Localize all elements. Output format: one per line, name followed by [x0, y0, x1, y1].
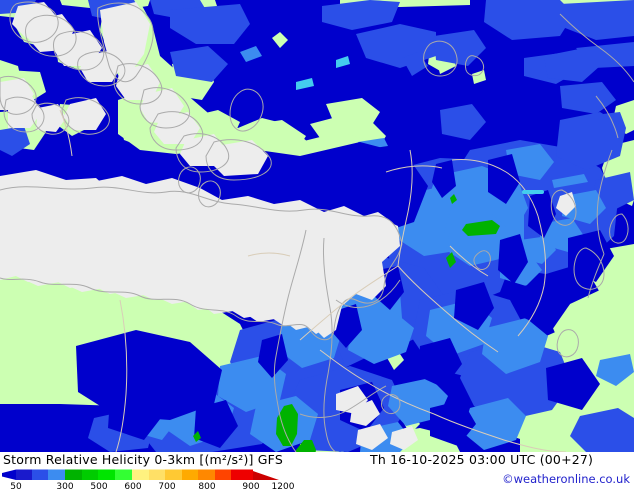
- colorbar-swatch[interactable]: [215, 469, 231, 481]
- colorbar-swatch[interactable]: [149, 469, 165, 481]
- coastlines: [0, 1, 634, 452]
- colorbar-tick-label: 300: [56, 482, 73, 490]
- colorbar-swatch[interactable]: [198, 469, 215, 481]
- title-row: Storm Relative Helicity 0-3km [(m²/s²)] …: [0, 452, 634, 468]
- colorbar-tick-label: 900: [242, 482, 259, 490]
- colorbar-swatch[interactable]: [115, 469, 132, 481]
- colorbar-tick-label: 500: [90, 482, 107, 490]
- colorbar-tick-label: 1200: [272, 482, 295, 490]
- terrain-mask: [0, 2, 576, 450]
- footer-bar: Storm Relative Helicity 0-3km [(m²/s²)] …: [0, 452, 634, 490]
- colorbar-swatch[interactable]: [165, 469, 182, 481]
- colorbar-tick-label: 800: [198, 482, 215, 490]
- colorbar-svg[interactable]: 50 300 500 600 700 800 900 1200: [0, 469, 300, 490]
- colorbar-overflow-arrow: [253, 471, 279, 480]
- map-panel[interactable]: [0, 0, 634, 452]
- colorbar-swatch[interactable]: [16, 469, 32, 481]
- colorbar[interactable]: 50 300 500 600 700 800 900 1200: [0, 469, 300, 490]
- colorbar-tick-label: 700: [158, 482, 175, 490]
- colorbar-underflow-arrow: [2, 469, 16, 480]
- colorbar-swatch[interactable]: [65, 469, 82, 481]
- field-dark-green-max: [193, 194, 500, 452]
- colorbar-tick-label: 50: [10, 482, 22, 490]
- colorbar-swatch[interactable]: [98, 469, 115, 481]
- colorbar-swatch[interactable]: [182, 469, 198, 481]
- colorbar-swatch[interactable]: [32, 469, 48, 481]
- colorbar-swatch[interactable]: [132, 469, 149, 481]
- field-streaks: [296, 56, 544, 194]
- colorbar-tick-label: 600: [124, 482, 141, 490]
- valid-time-label: Th 16-10-2025 03:00 UTC (00+27): [370, 452, 594, 467]
- copyright-label[interactable]: ©weatheronline.co.uk: [502, 472, 630, 486]
- colorbar-swatch[interactable]: [48, 469, 65, 481]
- colorbar-swatch[interactable]: [82, 469, 98, 481]
- storm-relative-helicity-field[interactable]: [0, 0, 634, 452]
- colorbar-swatch[interactable]: [231, 469, 253, 481]
- page-title: Storm Relative Helicity 0-3km [(m²/s²)] …: [3, 452, 283, 467]
